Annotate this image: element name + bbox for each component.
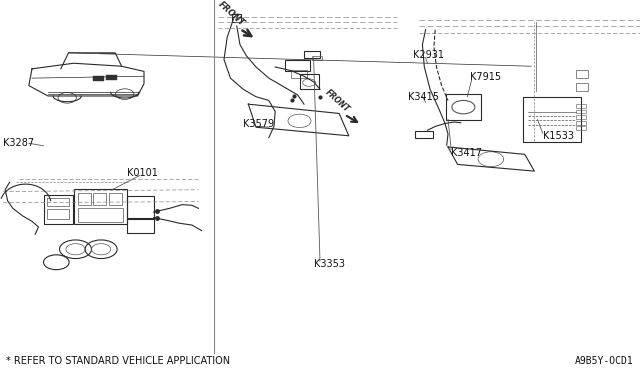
Bar (304, 51, 320, 58)
Text: FRONT: FRONT (323, 87, 351, 113)
Bar (232, 14, 241, 22)
Text: K7915: K7915 (470, 72, 502, 82)
Text: K3287: K3287 (3, 138, 35, 148)
Bar (93, 76, 104, 81)
Bar (576, 126, 586, 130)
Bar (109, 193, 122, 205)
Bar (47, 209, 69, 219)
Bar (47, 198, 69, 206)
Text: K0101: K0101 (127, 168, 157, 178)
Text: * REFER TO STANDARD VEHICLE APPLICATION: * REFER TO STANDARD VEHICLE APPLICATION (6, 356, 230, 366)
Bar (576, 83, 588, 91)
Text: K3415: K3415 (408, 92, 438, 102)
Bar (312, 56, 322, 60)
Bar (78, 193, 91, 205)
Text: K3579: K3579 (243, 119, 275, 128)
Text: A9B5Y-OCD1: A9B5Y-OCD1 (575, 356, 634, 366)
Bar (300, 74, 319, 89)
Bar (78, 208, 123, 222)
Bar (106, 75, 117, 80)
Bar (576, 110, 586, 113)
Bar (576, 104, 586, 108)
Text: K2931: K2931 (413, 50, 444, 60)
Bar (415, 131, 433, 138)
Text: K3353: K3353 (314, 259, 344, 269)
Text: K1533: K1533 (543, 131, 573, 141)
Bar (576, 121, 586, 125)
Bar (576, 115, 586, 119)
Text: FRONT: FRONT (217, 0, 246, 28)
Text: K3417: K3417 (451, 148, 482, 157)
Bar (93, 193, 106, 205)
Bar (285, 60, 310, 71)
Bar (291, 70, 307, 78)
Bar (576, 70, 588, 78)
